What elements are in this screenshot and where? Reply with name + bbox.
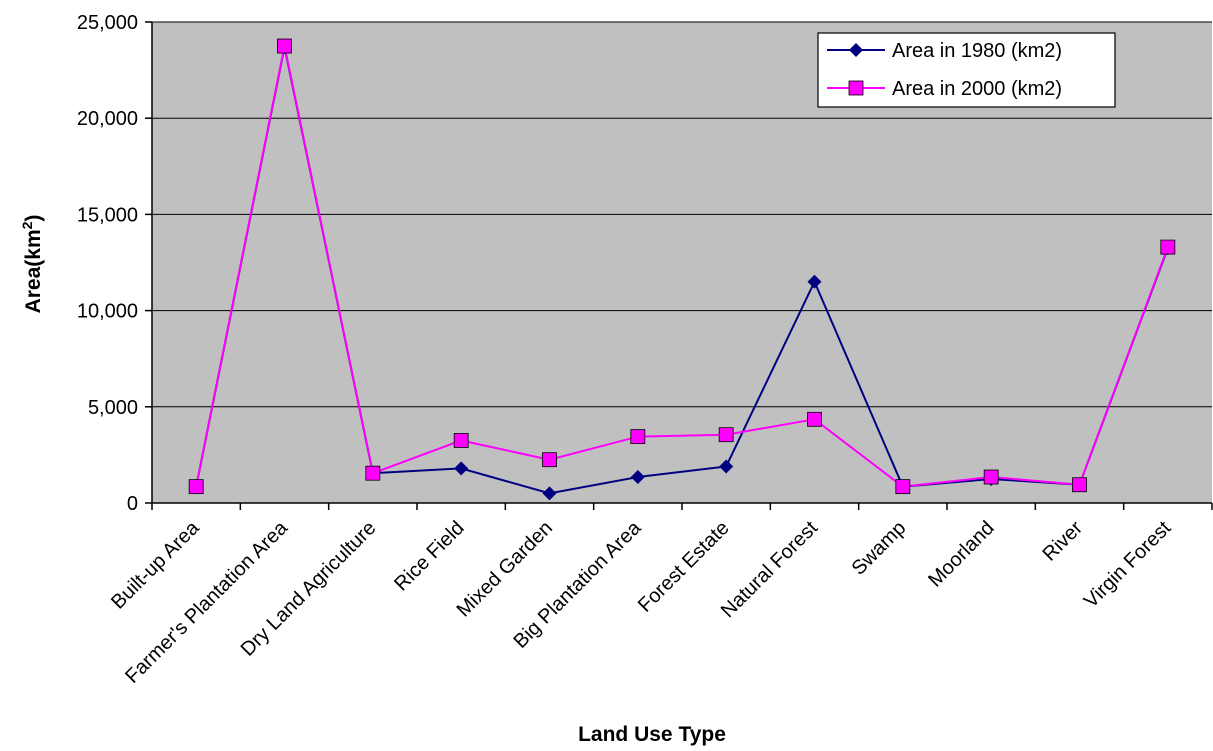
data-point: [1072, 477, 1087, 493]
legend-label-2000: Area in 2000 (km2): [892, 78, 1062, 100]
x-tick-label: Moorland: [924, 517, 999, 592]
x-axis-title: Land Use Type: [578, 723, 726, 746]
y-tick-label: 10,000: [77, 301, 138, 323]
y-tick-label: 25,000: [77, 12, 138, 34]
data-point: [188, 479, 204, 495]
y-axis-title: Area(km2): [19, 215, 45, 314]
data-point: [718, 427, 734, 443]
y-tick-label: 5,000: [88, 397, 138, 419]
data-point: [454, 461, 469, 476]
x-tick-label: River: [1038, 517, 1087, 566]
x-tick-label: Built-up Area: [107, 516, 204, 613]
data-point: [453, 433, 469, 448]
data-point: [630, 429, 646, 445]
x-tick-label: Forest Estate: [634, 517, 734, 617]
data-point: [630, 470, 645, 485]
series-layer: [188, 38, 1176, 501]
legend-box: [817, 32, 1116, 108]
data-point: [277, 38, 292, 54]
legend-marker-2000: [848, 80, 864, 96]
data-point: [719, 459, 734, 474]
y-axis-title-main: Area(km: [22, 229, 45, 313]
y-ticks: 0 5,000 10,000 15,000 20,000 25,000: [77, 12, 152, 515]
data-point: [365, 465, 381, 481]
data-point: [542, 486, 557, 501]
x-tick-label: Virgin Forest: [1080, 517, 1176, 613]
gridlines: [152, 21, 1212, 408]
data-point: [983, 469, 999, 485]
y-axis-title-superscript: 2: [19, 221, 35, 229]
x-tick-label: Farmer's Plantation Area: [121, 516, 292, 687]
data-point: [1160, 239, 1176, 255]
y-tick-label: 20,000: [77, 108, 138, 130]
legend: Area in 1980 (km2) Area in 2000 (km2): [817, 32, 1116, 108]
legend-entry-1980: Area in 1980 (km2): [827, 40, 1062, 62]
y-axis-title-close: ): [22, 215, 45, 222]
data-point: [542, 452, 557, 468]
legend-label-1980: Area in 1980 (km2): [892, 40, 1062, 62]
y-tick-label: 0: [127, 493, 138, 515]
data-point: [895, 479, 911, 495]
x-tick-label: Swamp: [848, 517, 911, 580]
x-tick-label: Rice Field: [390, 517, 468, 595]
series-line: [195, 45, 1169, 488]
legend-entry-2000: Area in 2000 (km2): [827, 78, 1062, 100]
series-2000: [188, 38, 1176, 495]
y-tick-label: 15,000: [77, 204, 138, 226]
data-point: [807, 274, 822, 289]
data-point: [807, 411, 822, 427]
legend-marker-1980: [849, 43, 863, 57]
